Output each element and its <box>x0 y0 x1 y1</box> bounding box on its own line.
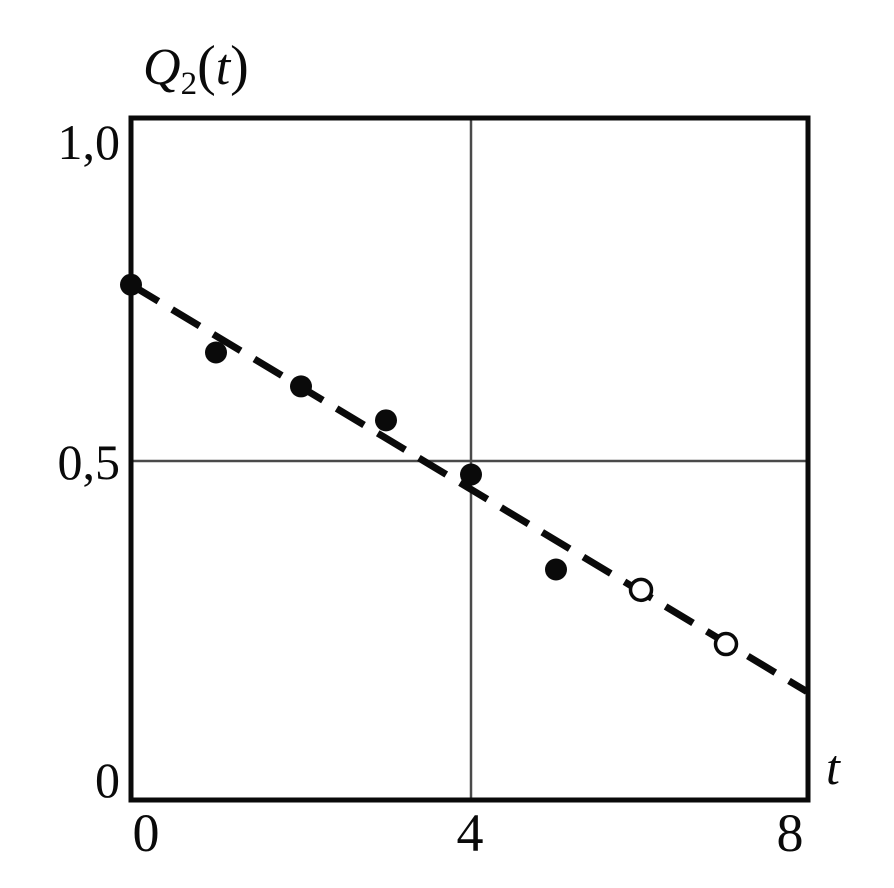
title-paren-open: ( <box>197 35 216 97</box>
y-tick-label-0-5: 0,5 <box>57 434 121 490</box>
title-paren-close: ) <box>230 35 249 97</box>
x-tick-label-0: 0 <box>132 803 160 863</box>
chart-title: Q2(t) <box>143 35 249 101</box>
title-argument: t <box>215 39 231 96</box>
x-tick-label-4: 4 <box>456 803 484 863</box>
y-tick-label-1-0: 1,0 <box>57 114 121 170</box>
x-tick-label-8: 8 <box>776 803 804 863</box>
y-tick-label-0: 0 <box>95 752 120 808</box>
title-variable: Q <box>143 39 181 96</box>
x-axis-label: t <box>826 739 840 795</box>
title-subscript: 2 <box>180 66 198 102</box>
